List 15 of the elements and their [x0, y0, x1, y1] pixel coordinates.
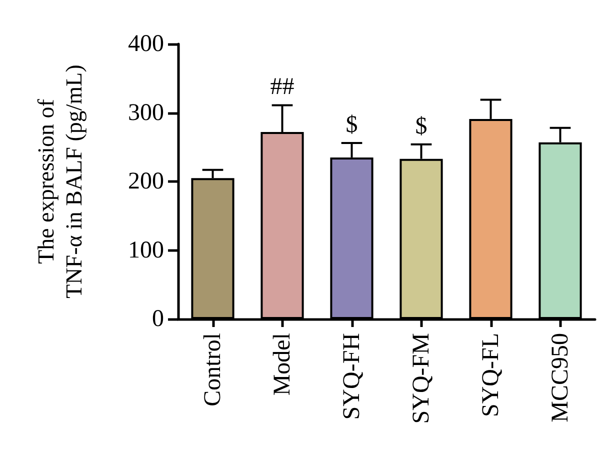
x-tick-label: SYQ-FM: [408, 333, 434, 424]
x-tick-label: SYQ-FL: [478, 333, 504, 418]
x-tick-label: Control: [200, 332, 226, 406]
annotation: ##: [270, 74, 294, 100]
x-tick-label: MCC950: [547, 333, 574, 422]
y-tick-label: 200: [128, 168, 164, 194]
x-tick-label: Model: [269, 332, 296, 396]
y-tick-label: 400: [128, 31, 164, 57]
y-tick-label: 0: [152, 306, 164, 332]
y-tick-label: 100: [128, 237, 164, 264]
annotation: $: [346, 112, 358, 138]
x-tick-label: SYQ-FH: [338, 333, 365, 420]
y-tick-label: 300: [128, 100, 164, 126]
y-axis-title: The expression of TNF-α in BALF (pg/mL): [34, 64, 86, 298]
annotation: $: [415, 113, 428, 140]
